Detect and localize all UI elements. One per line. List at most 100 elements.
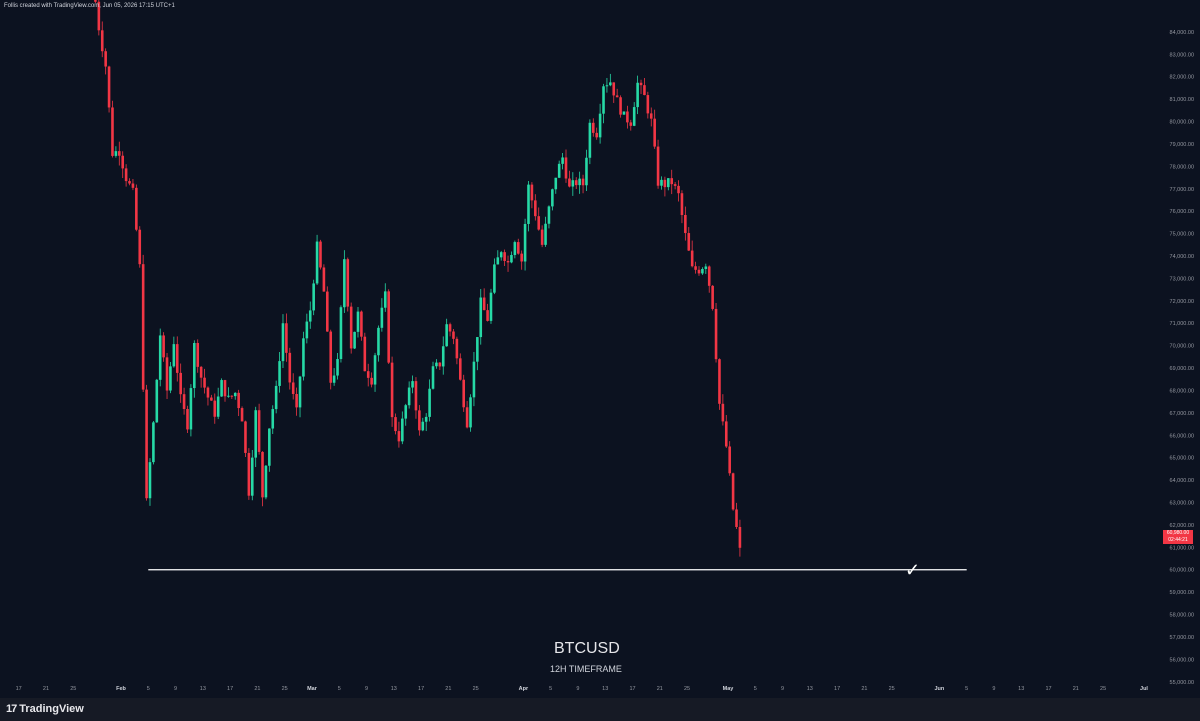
candle-body: [100, 30, 104, 52]
last-price-countdown: 02:44:21: [1168, 537, 1188, 543]
candle-body: [469, 397, 472, 428]
candle-body: [366, 371, 370, 378]
candle-body: [472, 361, 476, 398]
candle: [97, 0, 101, 36]
candle-body: [407, 387, 411, 406]
candle-body: [564, 157, 568, 179]
candle: [305, 313, 309, 344]
candle: [278, 352, 281, 393]
candle: [602, 83, 605, 124]
candle-body: [735, 509, 738, 527]
y-tick-label: 57,000.00: [1170, 635, 1194, 641]
x-tick-label: 5: [754, 686, 757, 692]
candle-body: [373, 355, 377, 385]
candle-body: [216, 396, 220, 417]
x-tick-label: Feb: [116, 686, 126, 692]
candle: [319, 239, 322, 270]
candle-body: [493, 264, 496, 293]
candle: [581, 174, 585, 194]
candle: [233, 392, 237, 400]
candle-body: [175, 344, 179, 373]
candle-body: [704, 266, 708, 269]
candle-body: [595, 132, 598, 138]
candle-body: [690, 250, 694, 267]
candle: [660, 176, 663, 190]
candle-body: [114, 151, 118, 156]
candle: [104, 48, 107, 75]
candle-body: [680, 193, 684, 215]
candle-body: [605, 85, 609, 87]
candle-body: [233, 392, 237, 397]
candle-body: [701, 268, 704, 274]
candle-body: [397, 431, 401, 442]
candle: [520, 250, 523, 270]
candle: [465, 401, 469, 429]
candle-body: [687, 233, 691, 251]
candle-body: [363, 336, 367, 372]
candle-body: [527, 184, 530, 224]
candle-body: [622, 111, 626, 115]
candle-body: [247, 452, 251, 496]
candle: [632, 102, 636, 127]
candle-body: [414, 381, 418, 411]
candle: [523, 218, 527, 271]
candle: [94, 0, 97, 3]
candle-body: [387, 291, 390, 363]
candle-body: [424, 416, 428, 422]
candle: [626, 105, 629, 129]
candle-body: [257, 410, 261, 452]
y-tick-label: 67,000.00: [1170, 411, 1194, 417]
y-tick-label: 73,000.00: [1170, 276, 1194, 282]
candle: [298, 375, 302, 418]
candle: [424, 413, 428, 432]
candle: [329, 329, 333, 390]
candle: [404, 403, 408, 426]
candle-body: [636, 82, 639, 108]
candle: [213, 393, 217, 424]
candle: [380, 298, 384, 332]
candle: [274, 380, 278, 414]
candle: [458, 353, 462, 381]
last-price-value: 60,980.00: [1166, 530, 1190, 536]
candle-body: [196, 342, 200, 367]
candle: [724, 415, 728, 448]
candle-body: [203, 377, 206, 388]
candle: [499, 250, 503, 261]
x-tick-label: 9: [576, 686, 579, 692]
x-tick-label: 9: [992, 686, 995, 692]
candle-body: [646, 95, 650, 114]
candle: [704, 263, 708, 274]
candle-body: [220, 380, 223, 397]
tradingview-logo[interactable]: 17 TradingView: [6, 701, 84, 717]
y-tick-label: 80,000.00: [1170, 120, 1194, 126]
candle: [534, 194, 537, 221]
candle: [186, 405, 189, 434]
candle: [326, 286, 329, 332]
candle-body: [629, 122, 633, 126]
candle: [585, 149, 588, 192]
candle-body: [117, 151, 121, 156]
candle-body: [339, 307, 343, 360]
candle-body: [632, 107, 636, 126]
candle: [486, 303, 489, 322]
price-chart[interactable]: 84,000.00 83,000.00 82,000.00 81,000.00 80,0…: [0, 0, 1200, 698]
footer-bar: 17 TradingView: [0, 698, 1200, 721]
candle: [261, 451, 264, 507]
x-tick-label: 17: [418, 686, 424, 692]
y-tick-label: 58,000.00: [1170, 613, 1194, 619]
candle: [428, 379, 431, 422]
y-tick-label: 56,000.00: [1170, 657, 1194, 663]
candle: [179, 363, 182, 403]
candle-body: [319, 241, 322, 268]
candle-body: [496, 257, 500, 265]
candle: [469, 394, 472, 432]
candle: [707, 265, 711, 293]
y-tick-label: 81,000.00: [1170, 97, 1194, 103]
candle: [418, 405, 421, 436]
candle-body: [390, 362, 394, 418]
candle: [271, 405, 275, 434]
candle: [145, 384, 148, 501]
candle: [360, 310, 363, 341]
candle: [343, 250, 346, 313]
candle-body: [428, 388, 431, 417]
